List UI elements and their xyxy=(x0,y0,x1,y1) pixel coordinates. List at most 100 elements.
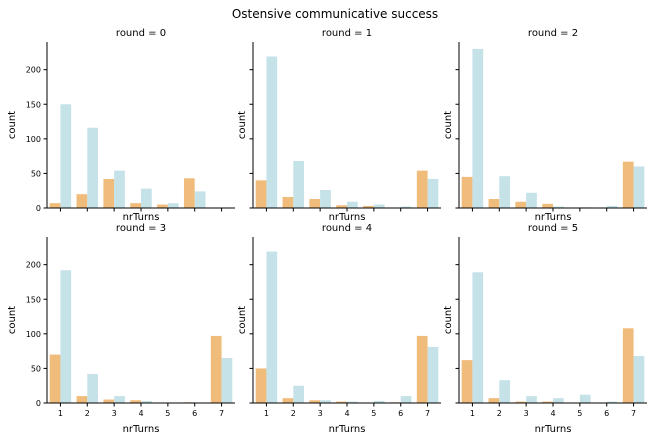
panel-title: round = 1 xyxy=(322,28,372,39)
bar-series-b xyxy=(633,355,645,403)
bar-series-b xyxy=(114,396,125,403)
y-tick-label: 100 xyxy=(26,135,41,144)
bar-series-b xyxy=(293,160,305,208)
bar-series-b xyxy=(320,190,331,208)
facet-panel: 0 50 100 150 200 round = 0 nrTurns count xyxy=(7,28,235,223)
x-axis-label: nrTurns xyxy=(535,212,572,223)
x-tick-label: 1 xyxy=(264,409,269,418)
bar-series-b xyxy=(87,373,99,403)
bar-series-b xyxy=(553,206,564,208)
facet-panel: round = 2 nrTurns count xyxy=(443,28,647,223)
facet-panel: 1 2 3 4 5 6 7 round = 5 nrTurns count xyxy=(443,223,647,435)
bar-series-b xyxy=(553,398,564,403)
bar-series-b xyxy=(114,170,125,208)
bar-series-b xyxy=(400,206,412,208)
x-axis-label: nrTurns xyxy=(329,424,366,435)
x-axis-label: nrTurns xyxy=(329,212,366,223)
x-tick-label: 3 xyxy=(112,409,117,418)
x-tick-label: 1 xyxy=(470,409,475,418)
y-axis-label: count xyxy=(443,306,454,334)
bar-series-b xyxy=(499,380,511,404)
bar-series-b xyxy=(266,251,278,403)
bar-series-b xyxy=(293,385,305,403)
bar-series-a xyxy=(210,335,222,403)
bar-series-b xyxy=(472,272,484,403)
bar-series-a xyxy=(622,328,634,403)
x-tick-label: 5 xyxy=(165,409,170,418)
bar-series-b xyxy=(266,56,278,208)
facet-panel: 1 2 3 4 5 6 7 round = 4 nrTurns count xyxy=(237,223,441,435)
y-axis-label: count xyxy=(7,111,18,139)
bar-series-a xyxy=(416,335,428,403)
y-axis-label: count xyxy=(237,111,248,139)
x-tick-label: 5 xyxy=(371,409,376,418)
y-tick-label: 50 xyxy=(31,169,41,178)
x-tick-label: 4 xyxy=(344,409,349,418)
y-axis-label: count xyxy=(7,306,18,334)
bar-series-b xyxy=(400,396,412,403)
bar-series-b xyxy=(427,346,439,404)
panel-title: round = 5 xyxy=(528,223,578,234)
bar-series-b xyxy=(60,104,72,208)
bar-series-a xyxy=(542,401,553,403)
bar-series-b xyxy=(194,191,206,208)
y-tick-label: 0 xyxy=(36,204,41,213)
bar-series-a xyxy=(461,360,473,403)
bar-series-a xyxy=(515,201,527,208)
bar-series-a xyxy=(76,194,88,208)
panel-title: round = 2 xyxy=(528,28,578,39)
bar-series-a xyxy=(255,368,267,403)
bar-series-b xyxy=(373,204,385,208)
y-tick-label: 100 xyxy=(26,330,41,339)
x-tick-label: 7 xyxy=(425,409,430,418)
panel-title: round = 3 xyxy=(116,223,166,234)
bar-series-a xyxy=(282,398,294,403)
bar-series-b xyxy=(373,400,385,404)
bar-series-a xyxy=(461,176,473,209)
bar-series-a xyxy=(130,203,141,208)
bar-series-b xyxy=(427,178,439,208)
y-tick-label: 150 xyxy=(26,295,41,304)
x-tick-label: 7 xyxy=(219,409,224,418)
bar-series-b xyxy=(347,401,358,403)
bar-series-b xyxy=(526,396,537,403)
bar-series-a xyxy=(336,401,347,403)
bar-series-b xyxy=(320,400,331,403)
bar-series-a xyxy=(282,196,294,208)
facet-panel: 0 50 100 150 200 1 2 3 4 5 6 7 round = 3 nrTurns count xyxy=(7,223,235,435)
x-tick-label: 6 xyxy=(192,409,197,418)
bar-series-a xyxy=(157,204,168,208)
bar-series-a xyxy=(363,205,374,209)
x-tick-label: 2 xyxy=(85,409,90,418)
x-tick-label: 5 xyxy=(577,409,582,418)
bar-series-b xyxy=(472,48,484,208)
panel-title: round = 4 xyxy=(322,223,372,234)
bar-series-a xyxy=(542,203,553,208)
bar-series-b xyxy=(87,127,99,208)
bar-series-a xyxy=(103,399,115,403)
bar-series-a xyxy=(488,199,500,208)
y-tick-label: 150 xyxy=(26,100,41,109)
x-tick-label: 1 xyxy=(58,409,63,418)
y-tick-label: 200 xyxy=(26,66,41,75)
bar-series-b xyxy=(633,166,645,208)
bar-series-b xyxy=(606,205,618,209)
bar-series-a xyxy=(622,161,634,208)
bar-series-a xyxy=(49,203,61,208)
bar-series-b xyxy=(141,400,152,404)
bar-series-b xyxy=(606,401,618,403)
bar-series-a xyxy=(488,398,500,403)
bar-series-a xyxy=(416,170,428,208)
y-tick-label: 0 xyxy=(36,399,41,408)
y-axis-label: count xyxy=(443,111,454,139)
panel-title: round = 0 xyxy=(116,28,166,39)
x-tick-label: 3 xyxy=(318,409,323,418)
bar-series-b xyxy=(60,270,72,403)
bar-series-b xyxy=(579,394,591,403)
bar-series-b xyxy=(499,176,511,208)
bar-series-a xyxy=(255,180,267,208)
x-tick-label: 2 xyxy=(291,409,296,418)
bar-series-a xyxy=(309,199,321,208)
